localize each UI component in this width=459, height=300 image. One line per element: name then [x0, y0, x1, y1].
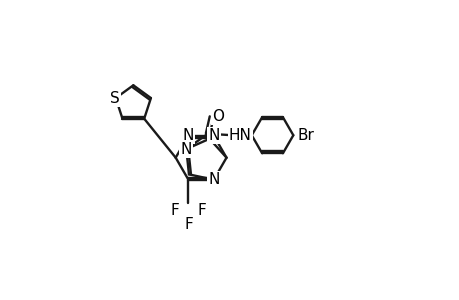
Text: F: F: [170, 203, 179, 218]
Text: O: O: [212, 109, 224, 124]
Text: N: N: [207, 128, 219, 143]
Text: N: N: [207, 172, 219, 187]
Text: F: F: [197, 203, 206, 218]
Text: F: F: [184, 217, 192, 232]
Text: HN: HN: [228, 128, 251, 143]
Text: Br: Br: [297, 128, 313, 143]
Text: S: S: [110, 91, 120, 106]
Text: N: N: [180, 142, 191, 157]
Text: N: N: [182, 128, 194, 143]
